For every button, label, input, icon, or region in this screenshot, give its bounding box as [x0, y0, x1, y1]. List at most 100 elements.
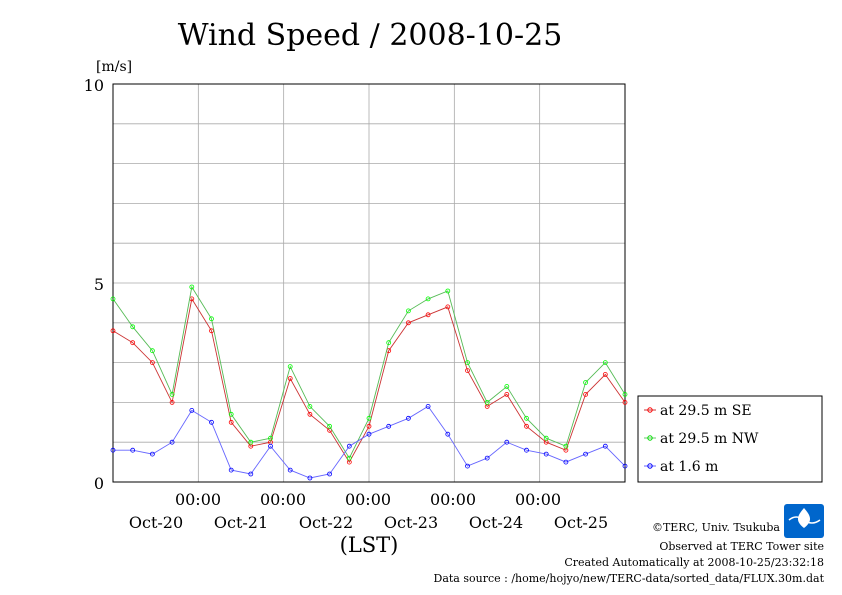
- x-date-tick-label: Oct-23: [384, 513, 438, 532]
- data-point: [602, 360, 608, 366]
- data-point: [149, 348, 155, 354]
- data-point: [602, 372, 608, 377]
- data-point: [465, 368, 470, 374]
- data-point: [366, 431, 372, 437]
- y-tick-label: 10: [84, 76, 104, 95]
- data-point: [602, 443, 608, 449]
- data-point: [405, 415, 411, 421]
- series-line: [112, 285, 626, 460]
- data-point: [425, 296, 431, 302]
- data-point: [622, 391, 628, 397]
- x-date-tick-label: Oct-20: [129, 513, 183, 532]
- x-time-tick-label: 00:00: [515, 490, 561, 509]
- chart-title: Wind Speed / 2008-10-25: [178, 18, 563, 53]
- data-point: [307, 475, 313, 481]
- data-point: [465, 463, 470, 469]
- data-point: [484, 399, 490, 405]
- data-point: [209, 419, 214, 425]
- copyright-text: ©TERC, Univ. Tsukuba: [652, 521, 780, 534]
- series-2: [110, 403, 628, 481]
- grid: [113, 84, 625, 482]
- data-point: [327, 423, 333, 429]
- legend: at 29.5 m SE at 29.5 m NW at 1.6 m: [637, 395, 823, 483]
- legend-swatch-marker: [647, 435, 653, 441]
- data-point: [149, 451, 155, 457]
- legend-swatch-marker: [647, 463, 653, 469]
- data-point: [209, 328, 214, 334]
- data-point: [110, 328, 116, 334]
- data-point: [386, 423, 392, 429]
- data-point: [268, 443, 273, 449]
- data-point: [465, 360, 470, 366]
- data-point: [228, 411, 234, 417]
- data-point: [149, 360, 155, 366]
- source-text: Data source : /home/hojyo/new/TERC-data/…: [434, 572, 825, 585]
- data-point: [425, 312, 431, 318]
- x-time-tick-label: 00:00: [430, 490, 476, 509]
- data-point: [543, 435, 549, 441]
- data-point: [130, 324, 136, 330]
- data-point: [189, 284, 195, 290]
- data-point: [169, 399, 175, 405]
- legend-box: [637, 395, 823, 483]
- legend-label: at 29.5 m NW: [660, 431, 759, 447]
- x-time-tick-label: 00:00: [260, 490, 306, 509]
- data-point: [189, 407, 195, 413]
- observed-text: Observed at TERC Tower site: [659, 540, 824, 553]
- legend-label: at 1.6 m: [660, 459, 718, 475]
- data-point: [543, 451, 549, 457]
- data-point: [248, 439, 254, 445]
- data-point: [228, 467, 234, 473]
- data-point: [287, 376, 293, 381]
- data-point: [209, 316, 214, 322]
- plot-frame: [112, 83, 626, 483]
- data-point: [130, 447, 136, 453]
- x-axis-label: (LST): [340, 533, 399, 557]
- x-date-tick-label: Oct-25: [554, 513, 608, 532]
- data-point: [307, 411, 313, 417]
- data-point: [445, 304, 451, 310]
- x-time-tick-label: 00:00: [345, 490, 391, 509]
- data-point: [169, 439, 175, 445]
- series-0: [110, 296, 628, 465]
- data-point: [425, 403, 431, 409]
- data-point: [327, 471, 333, 477]
- data-point: [386, 340, 392, 346]
- data-point: [484, 455, 490, 461]
- data-point: [524, 415, 529, 421]
- terc-logo: [784, 504, 824, 538]
- data-point: [130, 340, 136, 346]
- data-point: [110, 296, 116, 302]
- series-layer: [110, 284, 628, 481]
- data-point: [110, 447, 116, 453]
- series-line: [113, 405, 626, 479]
- data-point: [346, 455, 352, 461]
- data-point: [622, 463, 628, 469]
- data-point: [563, 443, 569, 449]
- data-point: [524, 423, 529, 429]
- data-point: [563, 459, 569, 465]
- x-time-tick-label: 00:00: [175, 490, 221, 509]
- data-point: [583, 451, 588, 457]
- y-axis-label: [m/s]: [96, 59, 132, 75]
- data-point: [268, 435, 273, 441]
- y-tick-label: 5: [94, 275, 104, 294]
- data-point: [405, 320, 411, 326]
- data-point: [622, 399, 628, 405]
- legend-swatch-marker: [647, 407, 653, 413]
- y-tick-label: 0: [94, 474, 104, 493]
- data-point: [366, 423, 372, 429]
- data-point: [583, 380, 588, 385]
- data-point: [445, 288, 451, 294]
- data-point: [504, 391, 510, 397]
- data-point: [287, 467, 293, 473]
- data-point: [346, 443, 352, 449]
- data-point: [287, 364, 293, 370]
- x-date-tick-label: Oct-24: [469, 513, 523, 532]
- data-point: [307, 403, 313, 409]
- data-point: [405, 308, 411, 314]
- data-point: [504, 439, 510, 445]
- data-point: [366, 415, 372, 421]
- water-drop-icon: [797, 508, 811, 528]
